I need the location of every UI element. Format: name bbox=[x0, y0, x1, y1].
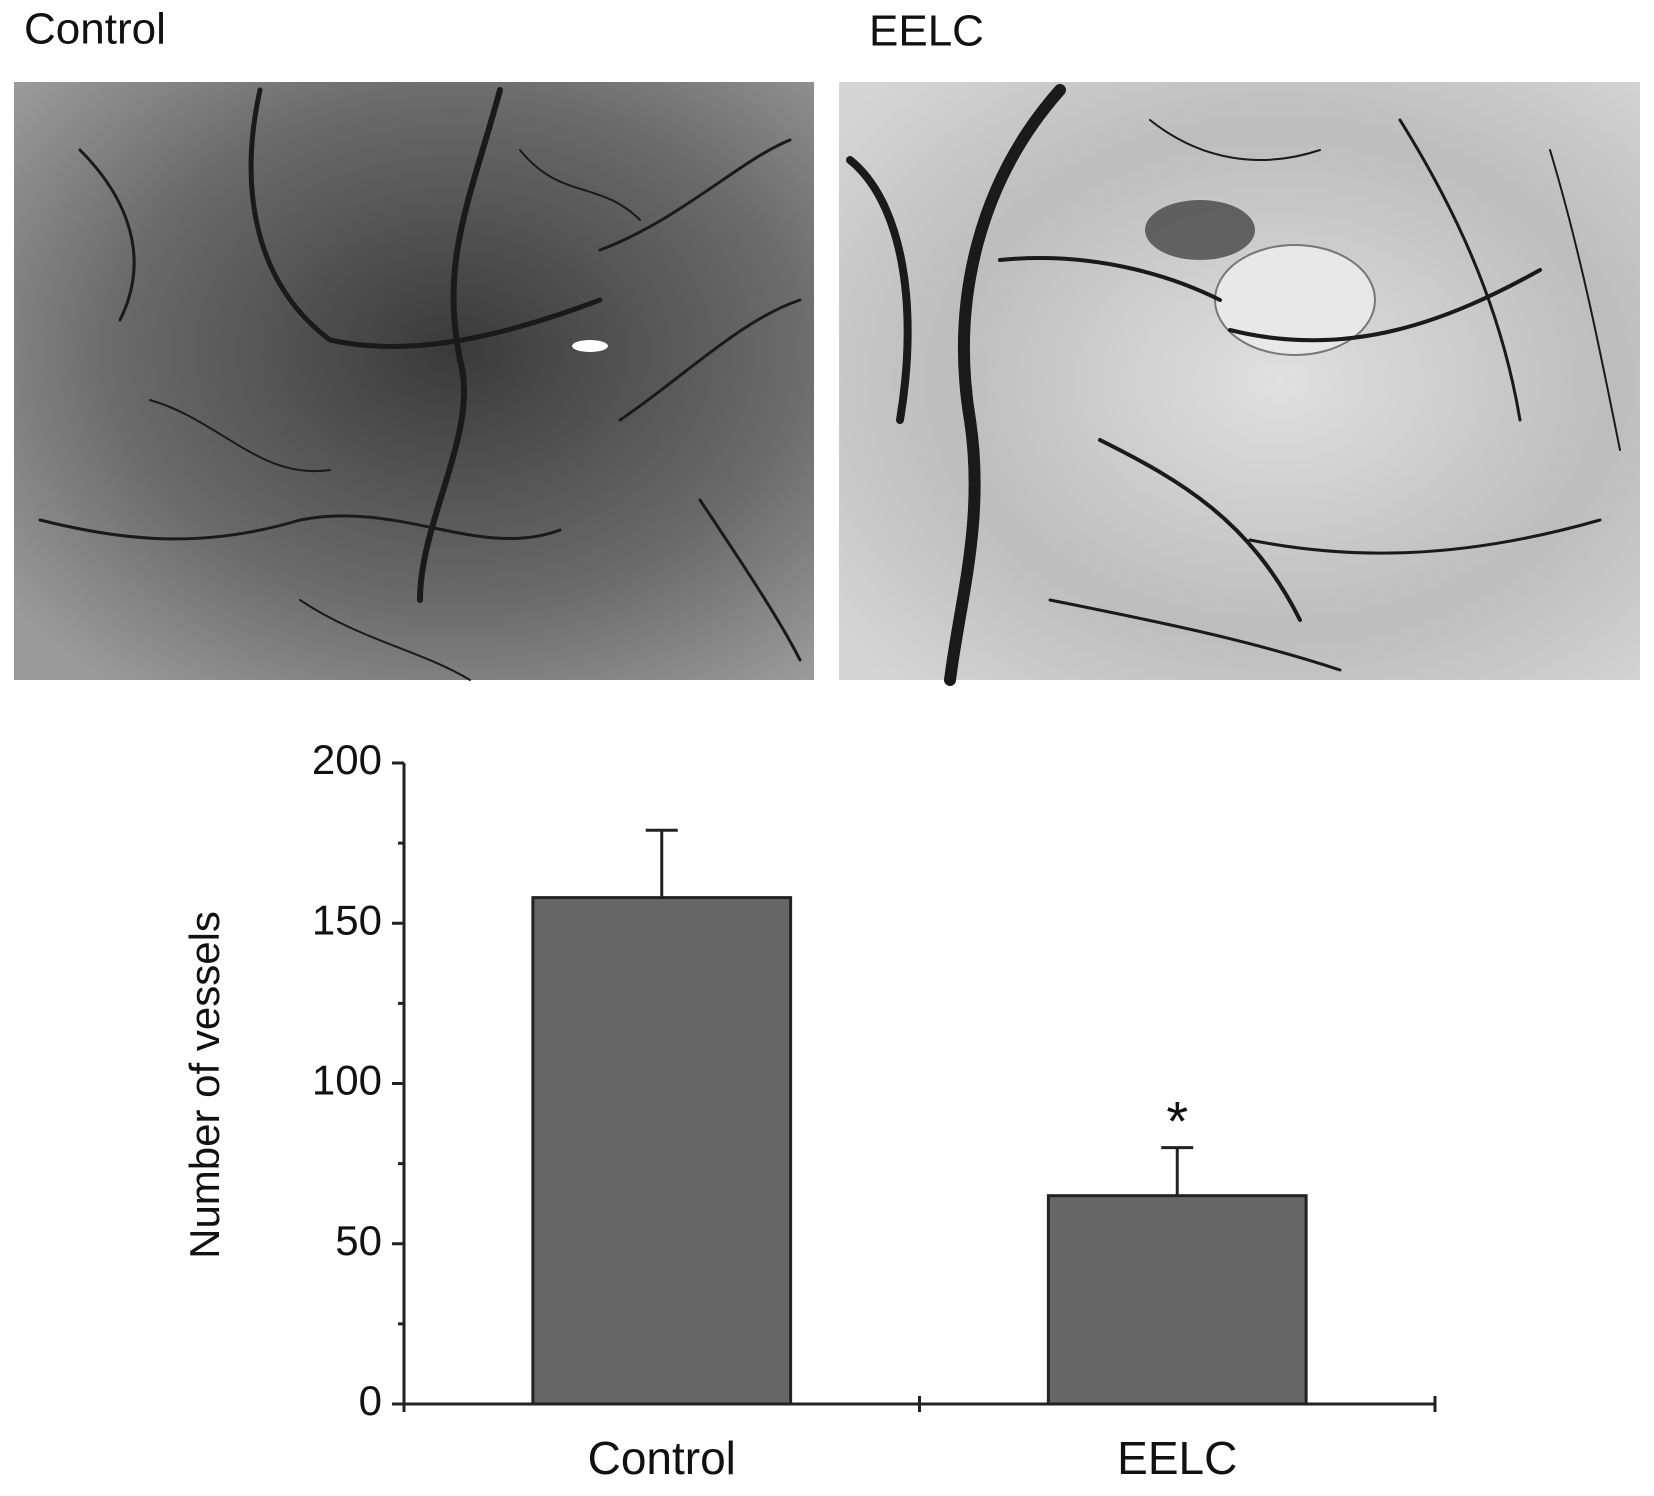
x-tick-label: Control bbox=[588, 1432, 736, 1484]
x-tick-label: EELC bbox=[1117, 1432, 1237, 1484]
bar bbox=[531, 896, 793, 1406]
panel-label: EELC bbox=[869, 7, 984, 56]
y-tick-label: 100 bbox=[312, 1057, 382, 1104]
photo-control bbox=[14, 82, 814, 681]
y-axis-label: Number of vessels bbox=[181, 911, 228, 1259]
bar bbox=[1046, 1194, 1308, 1406]
y-tick-label: 50 bbox=[335, 1217, 382, 1264]
y-tick-label: 150 bbox=[312, 896, 382, 943]
y-tick-label: 0 bbox=[359, 1377, 382, 1424]
panel-label: Control bbox=[24, 5, 166, 54]
significance-mark: * bbox=[1166, 1089, 1188, 1152]
photo-eelc bbox=[839, 82, 1640, 686]
y-tick-label: 200 bbox=[312, 736, 382, 783]
